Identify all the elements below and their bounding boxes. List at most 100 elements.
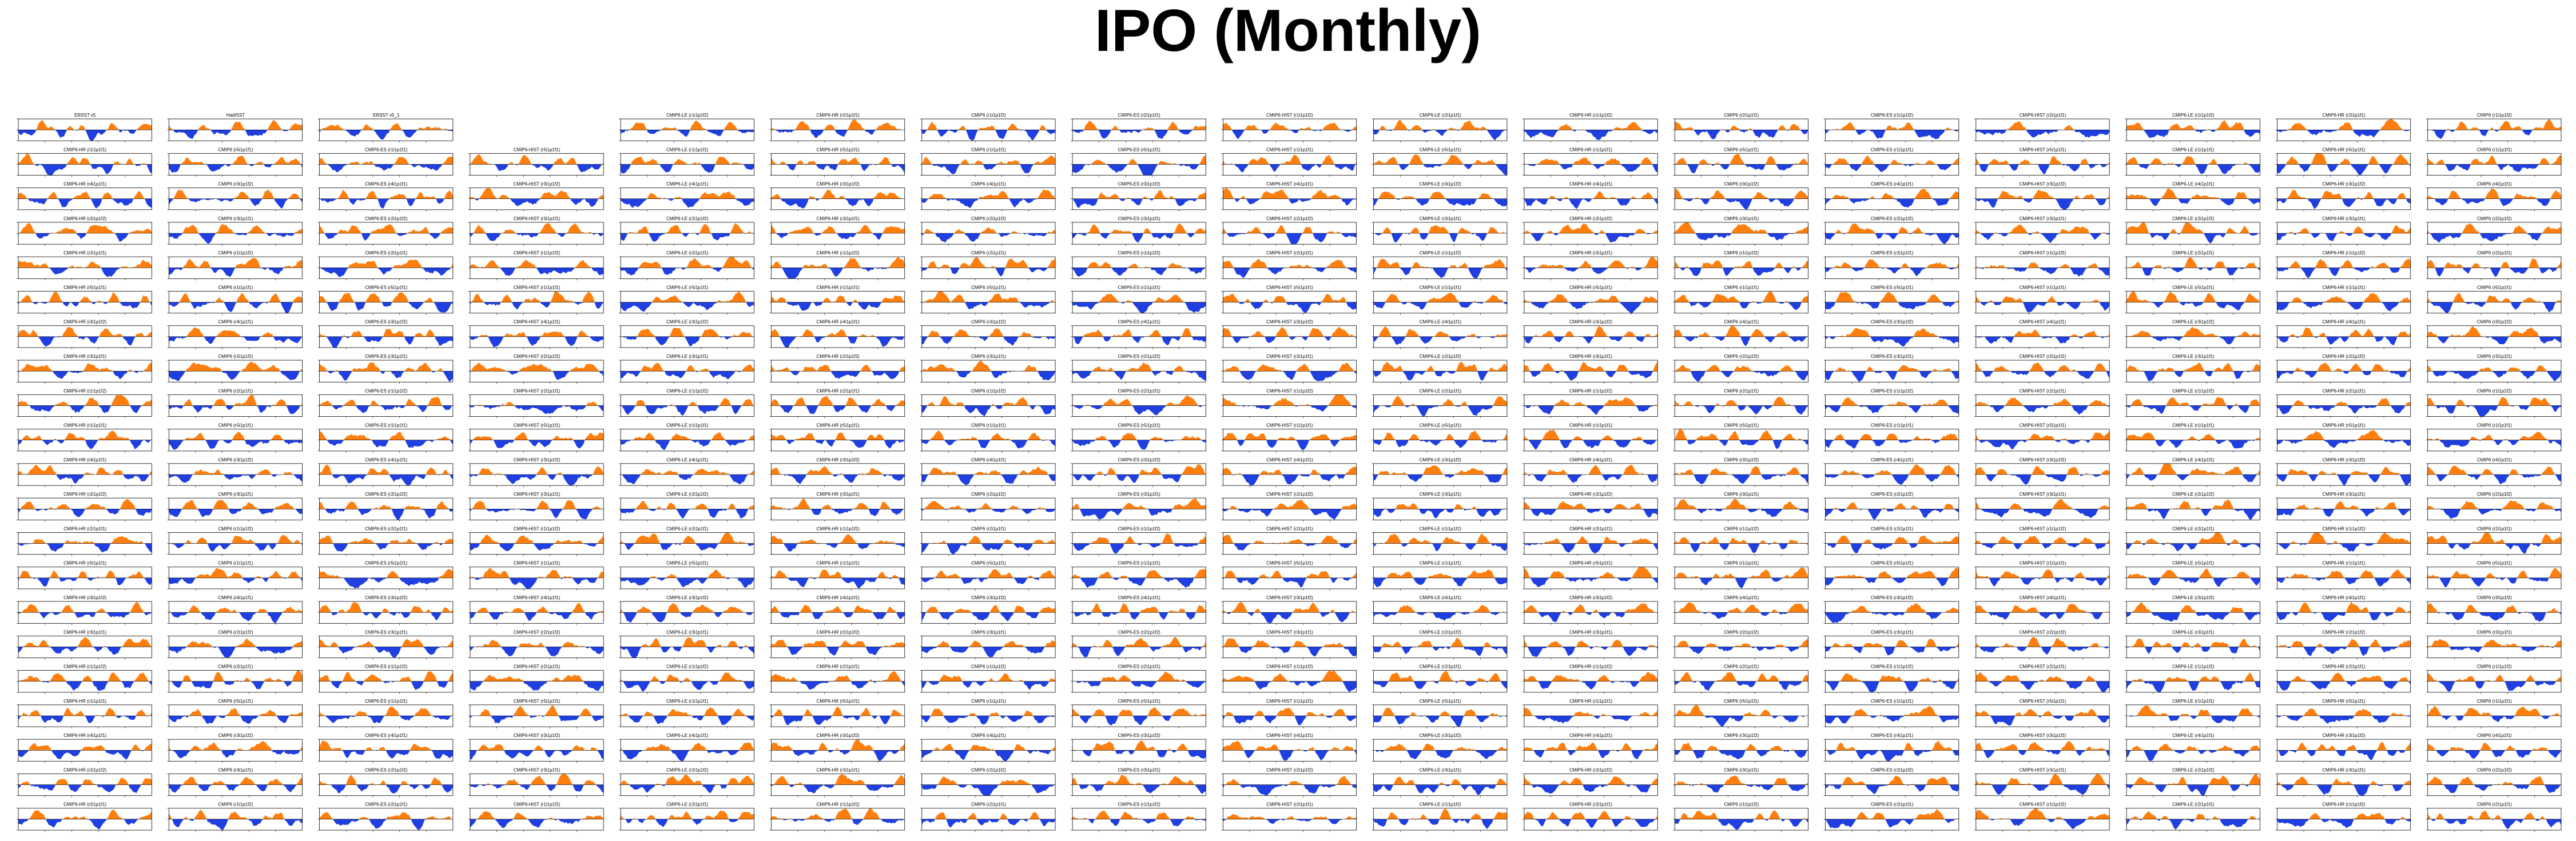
panel: CMIP6-HIST (r3i1p1f1)	[468, 767, 604, 798]
panel: CMIP6-ES (r3i1p1f1)	[1823, 354, 1959, 384]
panel: CMIP6-LE (r2i1p1f1)	[2125, 802, 2260, 832]
positive-area	[1680, 672, 1808, 681]
panel-title: CMIP6-LE (r3i1p1f1)	[1420, 767, 1462, 772]
panel: CMIP6-HR (r5i1p1f1)	[1522, 561, 1658, 591]
negative-area	[470, 509, 604, 520]
panel: CMIP6-HR (r1i1p1f2)	[17, 388, 152, 418]
panel: CMIP6-LE (r5i1p1f1)	[619, 561, 754, 591]
panel-title: CMIP6-HR (r2i1p1f2)	[2322, 354, 2365, 359]
negative-area	[787, 647, 882, 656]
panel-title: CMIP6-HIST (r3i1p1f2)	[514, 733, 560, 738]
panel: CMIP6-ES (r2i1p1f2)	[317, 216, 454, 246]
panel: CMIP6 (r1i1p1f1)	[920, 147, 1056, 177]
panel: CMIP6 (r3i1p1f2)	[920, 595, 1056, 625]
negative-area	[2443, 784, 2561, 794]
panel-title: CMIP6 (r5i1p1f1)	[218, 147, 253, 152]
panel-title: CMIP6 (r3i1p1f1)	[971, 354, 1006, 359]
panel: CMIP6-HIST (r5i1p1f1)	[468, 423, 604, 453]
positive-area	[2277, 776, 2411, 785]
panel-title: CMIP6 (r1i1p1f2)	[971, 664, 1006, 669]
negative-area	[1524, 405, 1658, 415]
panel: CMIP6-HR (r2i1p1f1)	[769, 664, 905, 694]
negative-area	[1232, 475, 1346, 486]
positive-area	[1524, 501, 1643, 509]
panel-title: CMIP6-ES (r2i1p1f2)	[1118, 354, 1161, 359]
negative-area	[169, 716, 289, 724]
negative-area	[1680, 405, 1808, 415]
panel: CMIP6 (r3i1p1f1)	[1673, 216, 1808, 246]
panel: CMIP6-ES (r1i1p1f2)	[317, 388, 454, 418]
panel: CMIP6 (r2i1p1f2)	[920, 492, 1056, 522]
negative-area	[1825, 577, 1949, 587]
panel: CMIP6-HR (r1i1p1f1)	[17, 147, 152, 177]
negative-area	[2149, 233, 2260, 244]
panel: CMIP6-ES (r3i1p1f2)	[1823, 320, 1959, 349]
negative-area	[1525, 268, 1644, 274]
panel-title: CMIP6-ES (r4i1p1f1)	[1871, 182, 1914, 187]
panel: CMIP6-HR (r5i1p1f1)	[17, 285, 152, 315]
panel-title: CMIP6-HIST (r2i1p1f2)	[514, 354, 560, 359]
panel: CMIP6 (r5i1p1f1)	[920, 561, 1056, 591]
panel-title: CMIP6-LE (r1i1p1f1)	[666, 423, 709, 428]
negative-area	[783, 543, 905, 552]
positive-area	[2287, 190, 2407, 199]
panel: CMIP6 (r1i1p1f2)	[920, 664, 1056, 694]
panel: CMIP6-HR (r1i1p1f2)	[1522, 388, 1658, 418]
positive-area	[2288, 119, 2411, 130]
panel: CMIP6-ES (r4i1p1f1)	[1071, 595, 1206, 625]
panel-title: CMIP6-HIST (r1i1p1f2)	[2020, 802, 2066, 807]
positive-area	[169, 741, 303, 751]
negative-area	[470, 819, 582, 828]
negative-area	[771, 716, 905, 726]
panel: CMIP6-HR (r2i1p1f1)	[1522, 250, 1658, 281]
positive-area	[18, 153, 147, 165]
panel: CMIP6-HR (r1i1p1f2)	[769, 250, 905, 281]
panel: CMIP6-ES (r3i1p1f1)	[1071, 216, 1206, 246]
panel: CMIP6-HR (r2i1p1f2)	[1522, 216, 1658, 246]
panel: CMIP6-HR (r2i1p1f1)	[2275, 664, 2411, 694]
negative-area	[1524, 198, 1658, 209]
panel: CMIP6 (r2i1p1f2)	[920, 216, 1056, 246]
negative-area	[169, 784, 297, 793]
positive-area	[926, 605, 1056, 613]
negative-area	[1072, 198, 1198, 208]
negative-area	[2277, 268, 2400, 278]
panel-title: CMIP6-ES (r3i1p1f2)	[365, 595, 408, 600]
panel-title: CMIP6-HR (r1i1p1f2)	[817, 526, 860, 531]
positive-area	[319, 812, 453, 819]
panel-title: CMIP6-ES (r3i1p1f2)	[365, 320, 408, 325]
negative-area	[470, 371, 604, 380]
panel-title: CMIP6-HR (r3i1p1f2)	[2322, 733, 2365, 738]
panel-title: CMIP6-ES (r1i1p1f2)	[1871, 664, 1914, 669]
panel-title: CMIP6-HIST (r1i1p1f1)	[514, 285, 560, 290]
panel: CMIP6-HR (r2i1p1f2)	[2275, 354, 2411, 384]
negative-area	[2432, 371, 2561, 382]
panel-title: CMIP6-HR (r1i1p1f1)	[2322, 285, 2365, 290]
panel-title: CMIP6-HR (r1i1p1f2)	[2322, 526, 2365, 531]
panel: CMIP6-LE (r1i1p1f1)	[2125, 699, 2260, 729]
panel-title: CMIP6 (r4i1p1f1)	[971, 457, 1006, 463]
panel-title: CMIP6-HR (r1i1p1f2)	[817, 250, 860, 256]
positive-area	[1072, 810, 1195, 819]
negative-area	[1072, 268, 1206, 277]
panel-title: CMIP6-HIST (r5i1p1f1)	[514, 423, 560, 428]
negative-area	[169, 198, 303, 209]
negative-area	[49, 268, 133, 278]
positive-area	[2126, 705, 2256, 716]
panel: CMIP6-HR (r3i1p1f2)	[17, 595, 152, 625]
panel-title: CMIP6 (r4i1p1f1)	[218, 595, 253, 600]
positive-area	[771, 466, 883, 475]
positive-area	[771, 432, 905, 440]
panel-title: CMIP6-LE (r2i1p1f1)	[2172, 802, 2215, 807]
panel: CMIP6-HR (r1i1p1f2)	[769, 802, 905, 832]
positive-area	[2309, 812, 2406, 819]
negative-area	[1231, 336, 1357, 344]
positive-area	[1975, 604, 2110, 613]
negative-area	[1530, 302, 1642, 313]
negative-area	[2277, 233, 2392, 242]
positive-area	[637, 328, 753, 337]
positive-area	[2277, 532, 2411, 544]
negative-area	[782, 268, 888, 279]
panel: CMIP6-ES (r2i1p1f2)	[317, 492, 454, 522]
negative-area	[2126, 543, 2260, 552]
